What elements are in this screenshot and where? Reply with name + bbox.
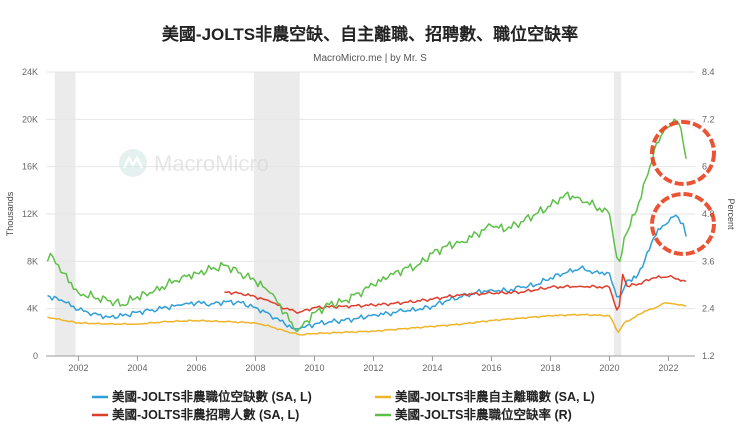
x-axis: 2002 2004 2006 2008 2010 2012 2014 2016 2018 2020… bbox=[46, 355, 695, 373]
y-right-tick-label: 1.2 bbox=[702, 351, 715, 361]
chart-subtitle: MacroMicro.me | by Mr. S bbox=[313, 53, 427, 64]
y-axis-right: 1.2 2.4 3.6 4.8 6 7.2 8.4 bbox=[702, 67, 715, 361]
y-right-tick-label: 6 bbox=[702, 162, 707, 172]
watermark-logo: MacroMicro bbox=[119, 149, 269, 177]
y-right-tick-label: 8.4 bbox=[702, 67, 715, 77]
x-tick-label: 2014 bbox=[422, 363, 442, 373]
x-tick-label: 2018 bbox=[540, 363, 560, 373]
y-left-tick-label: 12K bbox=[22, 209, 38, 219]
y-left-tick-label: 20K bbox=[22, 114, 38, 124]
watermark-text: MacroMicro bbox=[154, 151, 269, 176]
y-axis-left-title: Thousands bbox=[5, 191, 15, 236]
x-tick-label: 2022 bbox=[658, 363, 678, 373]
annotation-circle-bottom bbox=[650, 192, 716, 256]
y-left-tick-label: 4K bbox=[27, 304, 38, 314]
series-lines bbox=[46, 118, 687, 336]
series-line-0 bbox=[47, 214, 687, 330]
chart-title: 美國-JOLTS非農空缺、自主離職、招聘數、職位空缺率 bbox=[162, 24, 578, 44]
series-line-3 bbox=[46, 118, 687, 333]
x-tick-label: 2002 bbox=[68, 363, 88, 373]
x-tick-label: 2006 bbox=[186, 363, 206, 373]
y-left-tick-label: 16K bbox=[22, 162, 38, 172]
y-right-tick-label: 4.8 bbox=[702, 209, 715, 219]
y-axis-left: 0 4K 8K 12K 16K 20K 24K bbox=[22, 67, 38, 361]
x-tick-label: 2020 bbox=[599, 363, 619, 373]
y-left-tick-label: 24K bbox=[22, 67, 38, 77]
x-tick-label: 2004 bbox=[127, 363, 147, 373]
y-axis-right-title: Percent bbox=[726, 198, 736, 230]
x-tick-label: 2008 bbox=[245, 363, 265, 373]
y-right-tick-label: 3.6 bbox=[702, 256, 715, 266]
annotation-circles bbox=[650, 120, 716, 256]
legend-item-label[interactable]: 美國-JOLTS非農職位空缺數 (SA, L) bbox=[112, 389, 312, 404]
y-right-tick-label: 2.4 bbox=[702, 304, 715, 314]
x-tick-label: 2010 bbox=[304, 363, 324, 373]
y-left-tick-label: 0 bbox=[33, 351, 38, 361]
legend-item-label[interactable]: 美國-JOLTS非農招聘人數 (SA, L) bbox=[112, 407, 299, 422]
y-left-tick-label: 8K bbox=[27, 256, 38, 266]
watermark-icon-mark bbox=[122, 155, 144, 169]
series-line-1 bbox=[47, 302, 687, 336]
x-tick-label: 2016 bbox=[481, 363, 501, 373]
x-tick-label: 2012 bbox=[363, 363, 383, 373]
series-line-2 bbox=[224, 273, 687, 314]
legend-item-label[interactable]: 美國-JOLTS非農職位空缺率 (R) bbox=[395, 407, 572, 422]
annotation-circle-top bbox=[650, 120, 716, 186]
y-right-tick-label: 7.2 bbox=[702, 114, 715, 124]
legend: 美國-JOLTS非農職位空缺數 (SA, L) 美國-JOLTS非農自主離職數 (… bbox=[92, 389, 595, 422]
legend-item-label[interactable]: 美國-JOLTS非農自主離職數 (SA, L) bbox=[395, 389, 595, 404]
